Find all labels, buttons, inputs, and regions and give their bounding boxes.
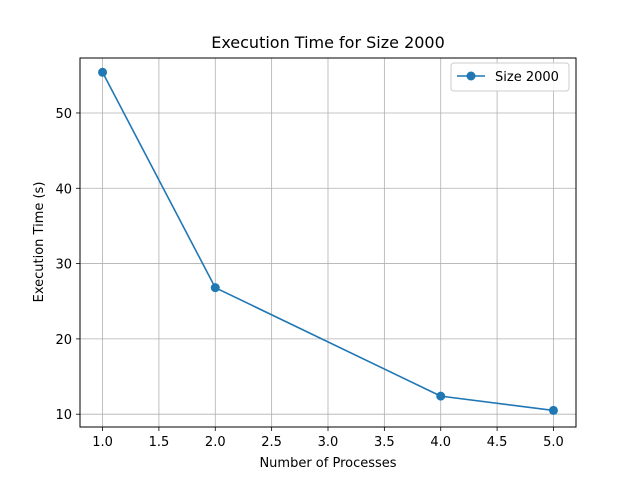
x-tick-label: 3.0	[318, 435, 339, 450]
grid	[80, 58, 576, 427]
x-tick-label: 5.0	[543, 435, 564, 450]
y-tick-label: 40	[55, 182, 72, 197]
x-tick-label: 1.5	[149, 435, 170, 450]
series-line	[101, 71, 554, 412]
data-point	[548, 405, 558, 415]
y-axis-ticks: 10 20 30 40 50	[55, 107, 80, 423]
legend-label: Size 2000	[495, 70, 559, 85]
y-tick-label: 50	[55, 107, 72, 122]
legend: Size 2000	[450, 62, 570, 92]
x-tick-label: 2.5	[261, 435, 282, 450]
x-axis-ticks: 1.0 1.5 2.0 2.5 3.0 3.5 4.0 4.5 5.0	[92, 427, 564, 450]
data-point	[436, 391, 446, 401]
y-tick-label: 10	[55, 408, 72, 423]
y-axis-label: Execution Time (s)	[32, 182, 47, 303]
legend-marker-icon	[466, 71, 476, 81]
x-tick-label: 4.0	[430, 435, 451, 450]
y-tick-label: 30	[55, 258, 72, 273]
chart-title: Execution Time for Size 2000	[211, 33, 445, 52]
data-point	[210, 283, 220, 293]
legend-box	[450, 62, 570, 92]
series-layer	[98, 67, 558, 415]
y-tick-label: 20	[55, 333, 72, 348]
x-tick-label: 4.5	[487, 435, 508, 450]
x-axis-label: Number of Processes	[259, 456, 396, 471]
data-point	[98, 67, 108, 77]
x-tick-label: 3.5	[374, 435, 395, 450]
x-tick-label: 2.0	[205, 435, 226, 450]
x-tick-label: 1.0	[92, 435, 113, 450]
